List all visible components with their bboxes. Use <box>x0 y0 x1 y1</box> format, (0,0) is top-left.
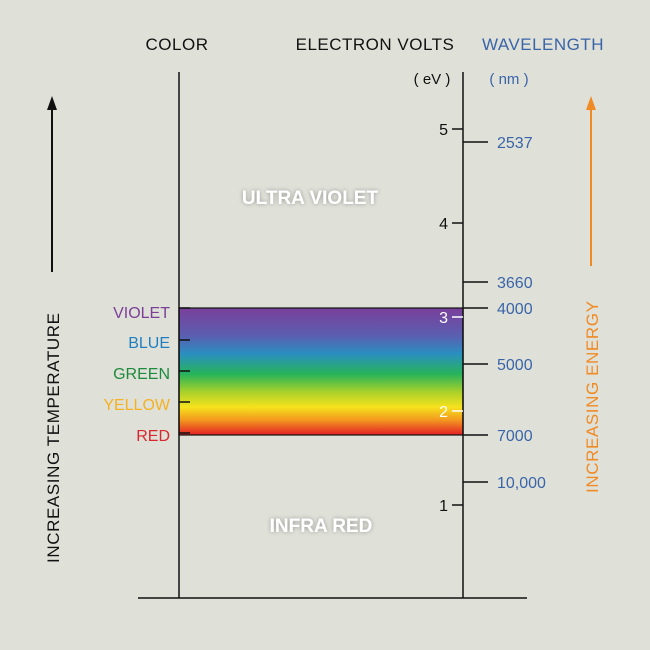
wavelength-header: WAVELENGTH <box>482 35 604 54</box>
electron-volts-header: ELECTRON VOLTS <box>296 35 455 54</box>
energy-label: INCREASING ENERGY <box>583 300 602 493</box>
color-label-yellow: YELLOW <box>103 397 171 414</box>
energy-arrow-icon <box>586 96 596 110</box>
wl-tick-label-3660: 3660 <box>497 275 533 292</box>
color-label-violet: VIOLET <box>113 305 170 322</box>
ev-tick-label-5: 5 <box>439 122 448 139</box>
temperature-indicator: INCREASING TEMPERATURE <box>44 96 63 563</box>
wl-tick-label-10000: 10,000 <box>497 475 546 492</box>
ev-unit-label: ( eV ) <box>414 71 451 88</box>
energy-indicator: INCREASING ENERGY <box>583 96 602 493</box>
color-label-blue: BLUE <box>128 335 170 352</box>
wl-tick-label-5000: 5000 <box>497 357 533 374</box>
infra-red-label: INFRA RED <box>270 516 373 537</box>
temperature-label: INCREASING TEMPERATURE <box>44 312 63 563</box>
temperature-arrow-icon <box>47 96 57 110</box>
color-label-green: GREEN <box>113 366 170 383</box>
wl-tick-label-2537: 2537 <box>497 135 533 152</box>
ev-tick-label-4: 4 <box>439 216 448 233</box>
color-header: COLOR <box>146 35 209 54</box>
visible-spectrum-band <box>178 307 464 436</box>
nm-unit-label: ( nm ) <box>489 71 528 88</box>
wavelength-ticks: 2537 3660 4000 5000 7000 10,000 <box>463 135 546 492</box>
ev-ticks: 5 4 3 2 1 <box>439 122 463 515</box>
wl-tick-label-7000: 7000 <box>497 428 533 445</box>
ev-tick-label-2: 2 <box>439 404 448 421</box>
wl-tick-label-4000: 4000 <box>497 301 533 318</box>
ultra-violet-label: ULTRA VIOLET <box>242 188 379 209</box>
ev-tick-label-3: 3 <box>439 310 448 327</box>
color-labels: VIOLET BLUE GREEN YELLOW RED <box>103 305 190 445</box>
color-label-red: RED <box>136 428 170 445</box>
ev-tick-label-1: 1 <box>439 498 448 515</box>
